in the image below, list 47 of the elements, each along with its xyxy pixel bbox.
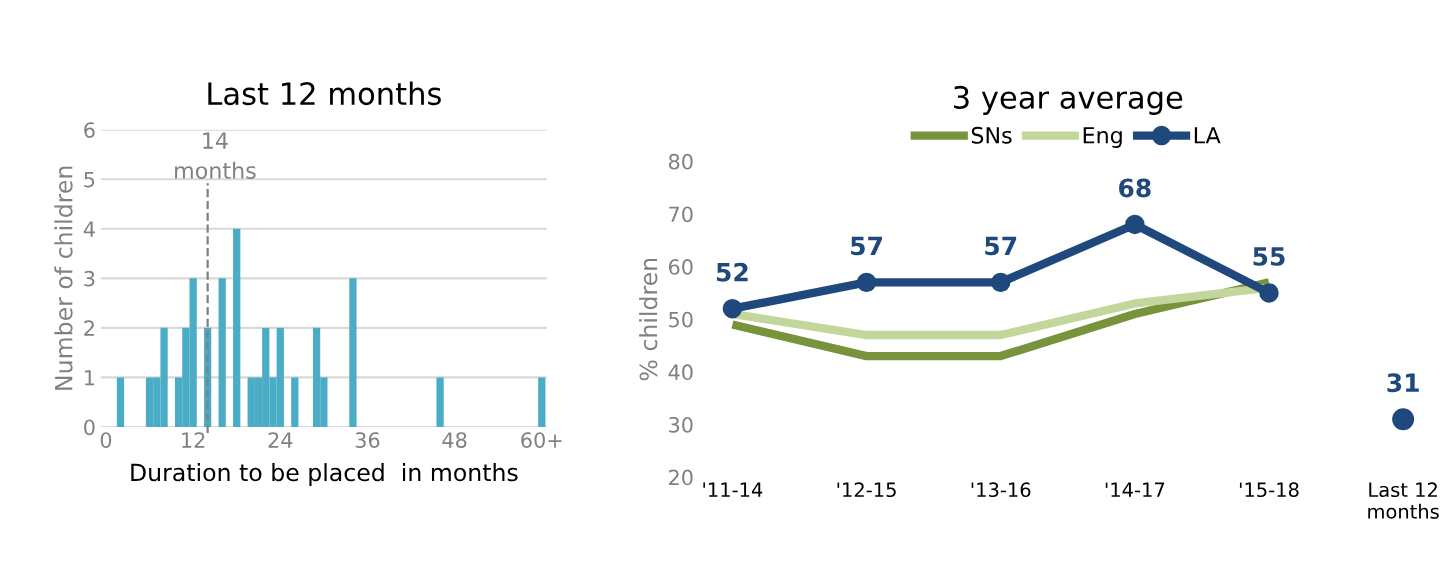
y-tick-label: 70 bbox=[669, 206, 693, 223]
y-axis-title: % children bbox=[639, 258, 658, 381]
point bbox=[1259, 283, 1279, 303]
y-tick-label: 20 bbox=[669, 469, 693, 486]
y-tick-label: 2 bbox=[84, 320, 94, 336]
y-tick-label: 5 bbox=[84, 171, 95, 188]
y-tick-label: 60 bbox=[668, 259, 693, 275]
y-tick-label: 4 bbox=[83, 221, 95, 237]
y-tick-label: 0 bbox=[84, 419, 95, 436]
x-tick-label: '12-15 bbox=[837, 482, 896, 498]
point bbox=[1125, 214, 1145, 235]
data-label: 68 bbox=[1119, 178, 1151, 198]
x-tick-label: '14-17 bbox=[1105, 482, 1165, 497]
y-tick-label: 3 bbox=[84, 270, 95, 287]
point bbox=[1392, 408, 1415, 431]
legend-label: LA bbox=[1194, 127, 1221, 144]
x-axis-title: Duration to be placed in months bbox=[131, 463, 518, 486]
data-label: 57 bbox=[985, 236, 1017, 256]
y-tick-label: 30 bbox=[669, 416, 693, 433]
point bbox=[856, 272, 877, 293]
x-tick-label: '15-18 bbox=[1239, 482, 1299, 498]
y-axis-title: Number of children bbox=[54, 166, 73, 390]
y-tick-label: 6 bbox=[84, 122, 95, 138]
x-tick-label: 0 bbox=[100, 432, 112, 448]
chart-title: 3 year average bbox=[954, 85, 1183, 115]
point bbox=[722, 298, 743, 319]
y-tick-label: 80 bbox=[668, 153, 693, 170]
data-label: 52 bbox=[716, 262, 748, 282]
x-tick-label: '11-14 bbox=[703, 482, 763, 497]
legend-label: SNs bbox=[971, 126, 1012, 144]
ref-line-label: 14 months bbox=[175, 132, 256, 179]
data-label: 31 bbox=[1387, 373, 1419, 393]
x-tick-label: 36 bbox=[355, 432, 380, 448]
y-tick-label: 50 bbox=[669, 311, 693, 328]
data-label: 57 bbox=[851, 236, 882, 256]
x-tick-label: 60+ bbox=[521, 432, 562, 448]
x-tick-label: 24 bbox=[268, 432, 293, 448]
y-tick-label: 40 bbox=[668, 364, 693, 381]
x-tick-label: 48 bbox=[442, 432, 467, 448]
x-tick-label: 12 bbox=[182, 432, 205, 448]
y-tick-label: 1 bbox=[85, 370, 95, 386]
x-tick-label: Last 12 months bbox=[1368, 482, 1439, 519]
data-label: 55 bbox=[1253, 247, 1285, 266]
x-tick-label: '13-16 bbox=[971, 482, 1031, 498]
point bbox=[990, 272, 1011, 293]
chart-title: Last 12 months bbox=[208, 81, 441, 106]
legend-label: Eng bbox=[1083, 127, 1122, 148]
